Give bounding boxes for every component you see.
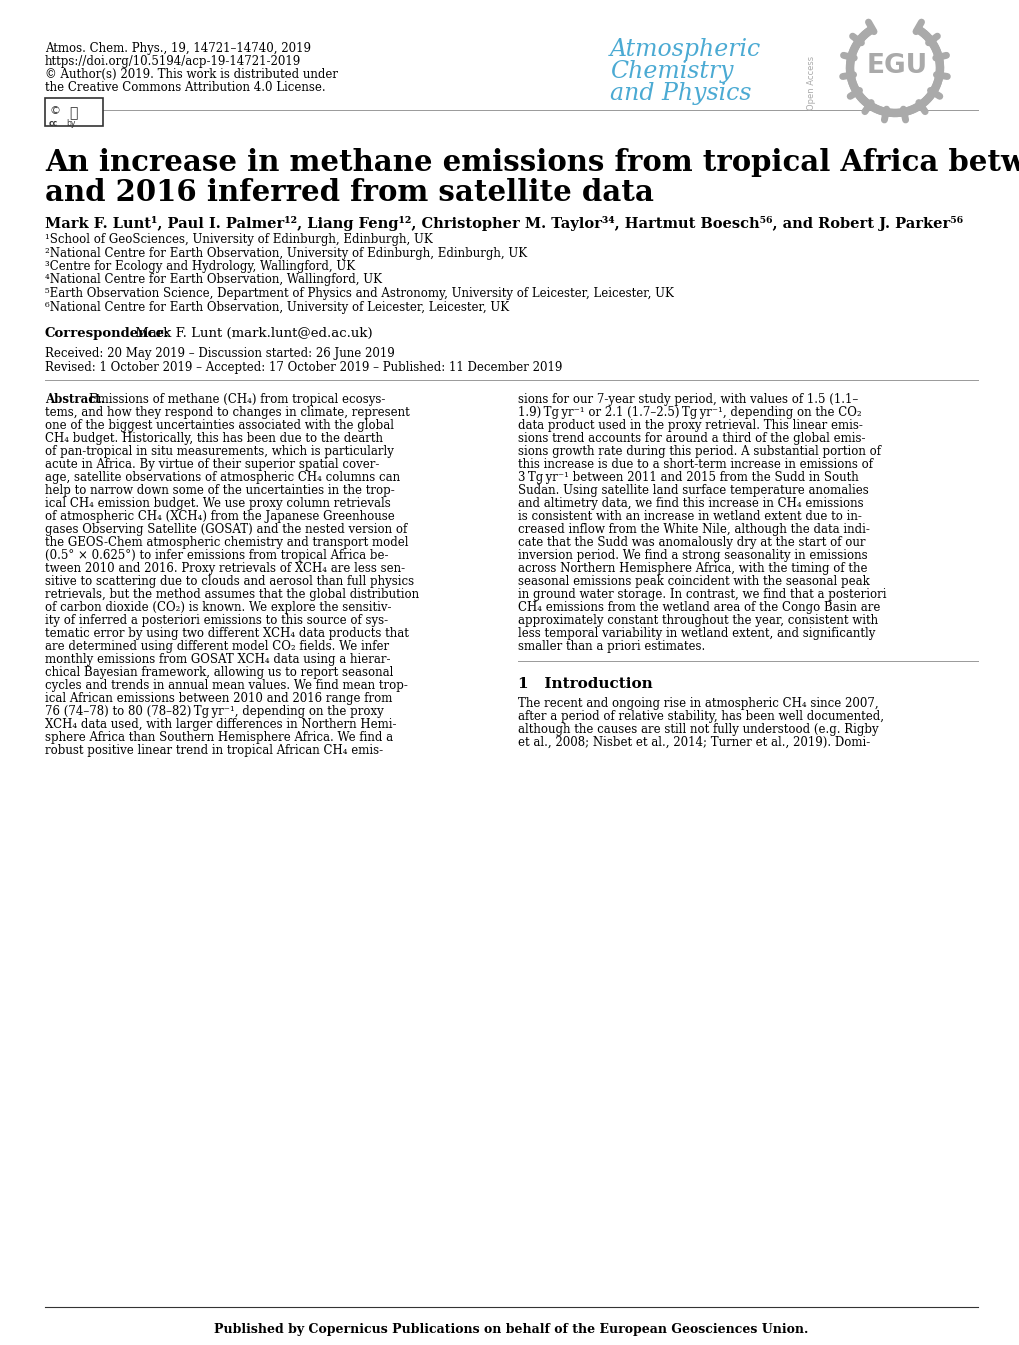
Text: ical African emissions between 2010 and 2016 range from: ical African emissions between 2010 and … — [45, 691, 392, 705]
Text: sions for our 7-year study period, with values of 1.5 (1.1–: sions for our 7-year study period, with … — [518, 393, 857, 406]
Text: 1.9) Tg yr⁻¹ or 2.1 (1.7–2.5) Tg yr⁻¹, depending on the CO₂: 1.9) Tg yr⁻¹ or 2.1 (1.7–2.5) Tg yr⁻¹, d… — [518, 406, 861, 420]
Text: ical CH₄ emission budget. We use proxy column retrievals: ical CH₄ emission budget. We use proxy c… — [45, 498, 390, 510]
Text: Mark F. Lunt (mark.lunt@ed.ac.uk): Mark F. Lunt (mark.lunt@ed.ac.uk) — [130, 327, 372, 340]
Text: CH₄ budget. Historically, this has been due to the dearth: CH₄ budget. Historically, this has been … — [45, 432, 382, 445]
Text: and 2016 inferred from satellite data: and 2016 inferred from satellite data — [45, 178, 653, 207]
Text: Mark F. Lunt¹, Paul I. Palmer¹², Liang Feng¹², Christopher M. Taylor³⁴, Hartmut : Mark F. Lunt¹, Paul I. Palmer¹², Liang F… — [45, 217, 962, 231]
Text: one of the biggest uncertainties associated with the global: one of the biggest uncertainties associa… — [45, 420, 393, 432]
Text: although the causes are still not fully understood (e.g. Rigby: although the causes are still not fully … — [518, 724, 877, 736]
Text: Emissions of methane (CH₄) from tropical ecosys-: Emissions of methane (CH₄) from tropical… — [89, 393, 385, 406]
Text: tems, and how they respond to changes in climate, represent: tems, and how they respond to changes in… — [45, 406, 410, 420]
Text: ¹School of GeoSciences, University of Edinburgh, Edinburgh, UK: ¹School of GeoSciences, University of Ed… — [45, 233, 432, 246]
Text: help to narrow down some of the uncertainties in the trop-: help to narrow down some of the uncertai… — [45, 484, 394, 498]
Text: in ground water storage. In contrast, we find that a posteriori: in ground water storage. In contrast, we… — [518, 588, 886, 601]
Text: are determined using different model CO₂ fields. We infer: are determined using different model CO₂… — [45, 640, 388, 654]
Text: EGU: EGU — [865, 52, 926, 79]
Text: sions growth rate during this period. A substantial portion of: sions growth rate during this period. A … — [518, 445, 880, 459]
Text: Revised: 1 October 2019 – Accepted: 17 October 2019 – Published: 11 December 201: Revised: 1 October 2019 – Accepted: 17 O… — [45, 360, 561, 374]
Text: chical Bayesian framework, allowing us to report seasonal: chical Bayesian framework, allowing us t… — [45, 666, 393, 679]
FancyBboxPatch shape — [45, 98, 103, 126]
Text: of pan-tropical in situ measurements, which is particularly: of pan-tropical in situ measurements, wh… — [45, 445, 393, 459]
Text: Correspondence:: Correspondence: — [45, 327, 170, 340]
Text: data product used in the proxy retrieval. This linear emis-: data product used in the proxy retrieval… — [518, 420, 862, 432]
Text: is consistent with an increase in wetland extent due to in-: is consistent with an increase in wetlan… — [518, 510, 861, 523]
Text: gases Observing Satellite (GOSAT) and the nested version of: gases Observing Satellite (GOSAT) and th… — [45, 523, 407, 537]
Text: Sudan. Using satellite land surface temperature anomalies: Sudan. Using satellite land surface temp… — [518, 484, 868, 498]
Text: the GEOS-Chem atmospheric chemistry and transport model: the GEOS-Chem atmospheric chemistry and … — [45, 537, 408, 549]
Text: https://doi.org/10.5194/acp-19-14721-2019: https://doi.org/10.5194/acp-19-14721-201… — [45, 55, 301, 69]
Text: of carbon dioxide (CO₂) is known. We explore the sensitiv-: of carbon dioxide (CO₂) is known. We exp… — [45, 601, 391, 615]
Text: and altimetry data, we find this increase in CH₄ emissions: and altimetry data, we find this increas… — [518, 498, 863, 510]
Text: tematic error by using two different XCH₄ data products that: tematic error by using two different XCH… — [45, 627, 409, 640]
Text: tween 2010 and 2016. Proxy retrievals of XCH₄ are less sen-: tween 2010 and 2016. Proxy retrievals of… — [45, 562, 405, 576]
Text: Chemistry: Chemistry — [609, 61, 733, 83]
Text: CH₄ emissions from the wetland area of the Congo Basin are: CH₄ emissions from the wetland area of t… — [518, 601, 879, 615]
Text: age, satellite observations of atmospheric CH₄ columns can: age, satellite observations of atmospher… — [45, 471, 399, 484]
Text: creased inflow from the White Nile, although the data indi-: creased inflow from the White Nile, alth… — [518, 523, 869, 537]
Text: and Physics: and Physics — [609, 82, 751, 105]
Text: 1   Introduction: 1 Introduction — [518, 677, 652, 691]
Text: seasonal emissions peak coincident with the seasonal peak: seasonal emissions peak coincident with … — [518, 576, 869, 588]
Text: (0.5° × 0.625°) to infer emissions from tropical Africa be-: (0.5° × 0.625°) to infer emissions from … — [45, 549, 388, 562]
Text: XCH₄ data used, with larger differences in Northern Hemi-: XCH₄ data used, with larger differences … — [45, 718, 396, 730]
Text: ⁴National Centre for Earth Observation, Wallingford, UK: ⁴National Centre for Earth Observation, … — [45, 273, 382, 286]
Text: © Author(s) 2019. This work is distributed under: © Author(s) 2019. This work is distribut… — [45, 69, 337, 81]
Text: Atmospheric: Atmospheric — [609, 38, 760, 61]
Text: Received: 20 May 2019 – Discussion started: 26 June 2019: Received: 20 May 2019 – Discussion start… — [45, 347, 394, 360]
Text: Atmos. Chem. Phys., 19, 14721–14740, 2019: Atmos. Chem. Phys., 19, 14721–14740, 201… — [45, 42, 311, 55]
Text: Abstract.: Abstract. — [45, 393, 105, 406]
Text: ⁶National Centre for Earth Observation, University of Leicester, Leicester, UK: ⁶National Centre for Earth Observation, … — [45, 300, 508, 313]
Text: ²National Centre for Earth Observation, University of Edinburgh, Edinburgh, UK: ²National Centre for Earth Observation, … — [45, 246, 527, 260]
Text: sions trend accounts for around a third of the global emis-: sions trend accounts for around a third … — [518, 432, 865, 445]
Text: after a period of relative stability, has been well documented,: after a period of relative stability, ha… — [518, 710, 883, 724]
Text: ity of inferred a posteriori emissions to this source of sys-: ity of inferred a posteriori emissions t… — [45, 615, 388, 627]
Text: cate that the Sudd was anomalously dry at the start of our: cate that the Sudd was anomalously dry a… — [518, 537, 865, 549]
Text: Published by Copernicus Publications on behalf of the European Geosciences Union: Published by Copernicus Publications on … — [214, 1323, 808, 1336]
Text: sphere Africa than Southern Hemisphere Africa. We find a: sphere Africa than Southern Hemisphere A… — [45, 730, 392, 744]
Text: 76 (74–78) to 80 (78–82) Tg yr⁻¹, depending on the proxy: 76 (74–78) to 80 (78–82) Tg yr⁻¹, depend… — [45, 705, 383, 718]
Text: acute in Africa. By virtue of their superior spatial cover-: acute in Africa. By virtue of their supe… — [45, 459, 379, 471]
Text: cc: cc — [48, 118, 57, 128]
Text: across Northern Hemisphere Africa, with the timing of the: across Northern Hemisphere Africa, with … — [518, 562, 866, 576]
Text: 3 Tg yr⁻¹ between 2011 and 2015 from the Sudd in South: 3 Tg yr⁻¹ between 2011 and 2015 from the… — [518, 471, 858, 484]
Text: robust positive linear trend in tropical African CH₄ emis-: robust positive linear trend in tropical… — [45, 744, 383, 757]
Text: sitive to scattering due to clouds and aerosol than full physics: sitive to scattering due to clouds and a… — [45, 576, 414, 588]
Text: retrievals, but the method assumes that the global distribution: retrievals, but the method assumes that … — [45, 588, 419, 601]
Text: this increase is due to a short-term increase in emissions of: this increase is due to a short-term inc… — [518, 459, 872, 471]
Text: by: by — [66, 118, 75, 128]
Text: cycles and trends in annual mean values. We find mean trop-: cycles and trends in annual mean values.… — [45, 679, 408, 691]
Text: Open Access: Open Access — [807, 56, 815, 110]
Text: ⁵Earth Observation Science, Department of Physics and Astronomy, University of L: ⁵Earth Observation Science, Department o… — [45, 286, 674, 300]
Text: The recent and ongoing rise in atmospheric CH₄ since 2007,: The recent and ongoing rise in atmospher… — [518, 697, 877, 710]
Text: et al., 2008; Nisbet et al., 2014; Turner et al., 2019). Domi-: et al., 2008; Nisbet et al., 2014; Turne… — [518, 736, 869, 749]
Text: monthly emissions from GOSAT XCH₄ data using a hierar-: monthly emissions from GOSAT XCH₄ data u… — [45, 654, 390, 666]
Text: smaller than a priori estimates.: smaller than a priori estimates. — [518, 640, 704, 654]
Text: Ⓘ: Ⓘ — [68, 106, 77, 120]
Text: the Creative Commons Attribution 4.0 License.: the Creative Commons Attribution 4.0 Lic… — [45, 81, 325, 94]
Text: inversion period. We find a strong seasonality in emissions: inversion period. We find a strong seaso… — [518, 549, 867, 562]
Text: less temporal variability in wetland extent, and significantly: less temporal variability in wetland ext… — [518, 627, 874, 640]
Text: An increase in methane emissions from tropical Africa between 2010: An increase in methane emissions from tr… — [45, 148, 1019, 178]
Text: ©: © — [50, 106, 60, 116]
Text: of atmospheric CH₄ (XCH₄) from the Japanese Greenhouse: of atmospheric CH₄ (XCH₄) from the Japan… — [45, 510, 394, 523]
Text: ³Centre for Ecology and Hydrology, Wallingford, UK: ³Centre for Ecology and Hydrology, Walli… — [45, 260, 355, 273]
Text: approximately constant throughout the year, consistent with: approximately constant throughout the ye… — [518, 615, 877, 627]
